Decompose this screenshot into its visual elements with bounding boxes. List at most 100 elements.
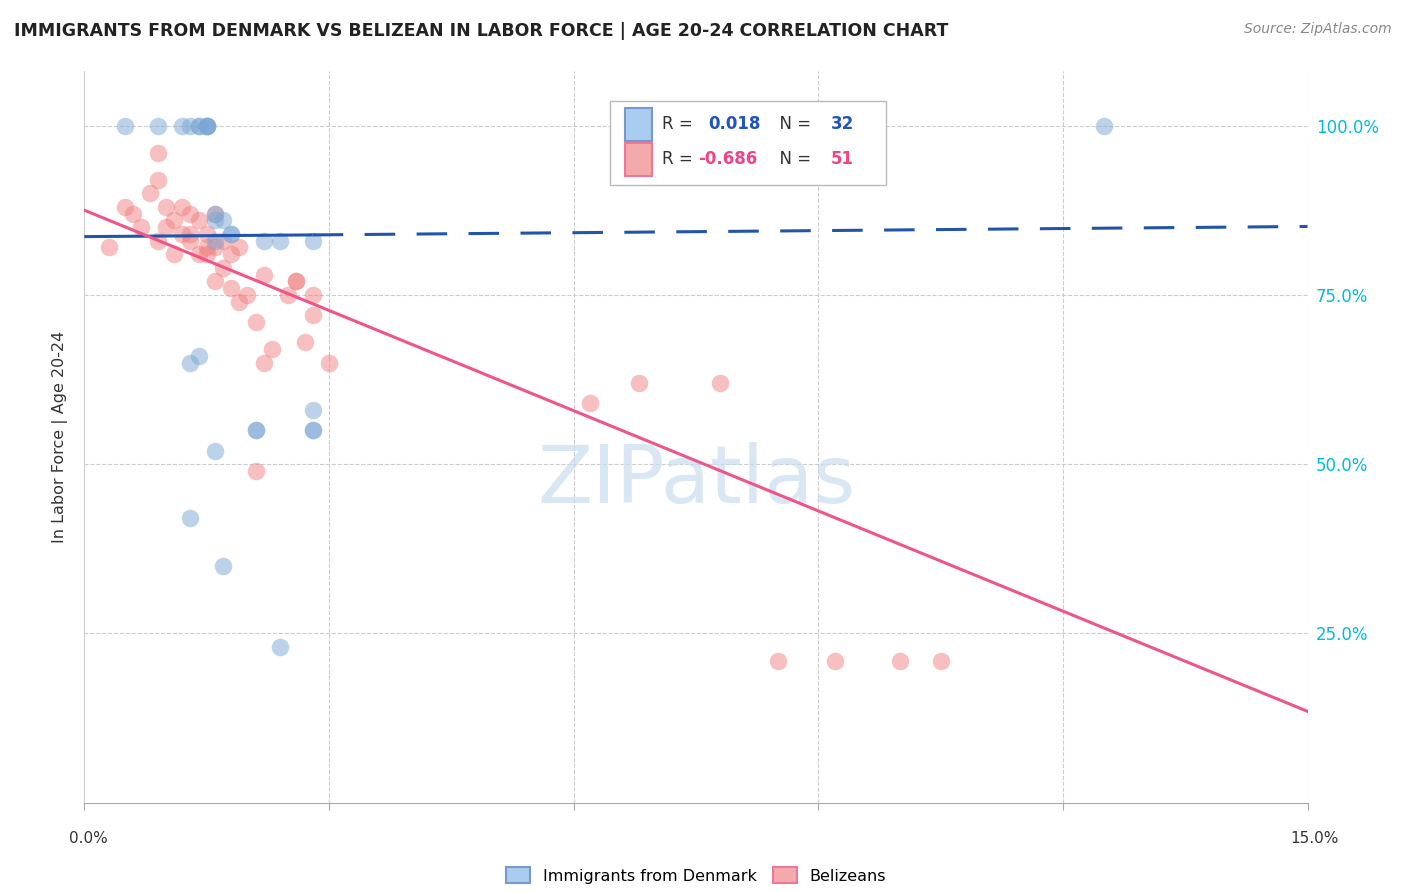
Point [172, 227, 194, 241]
Point [212, 234, 235, 248]
Point [294, 335, 316, 350]
Point [253, 234, 276, 248]
Point [245, 464, 267, 478]
Point [807, 119, 830, 133]
Text: R =: R = [662, 115, 697, 134]
Text: N =: N = [769, 115, 817, 134]
Point [179, 119, 201, 133]
Point [253, 268, 276, 282]
Point [212, 558, 235, 573]
Point [285, 274, 308, 288]
Point [195, 119, 218, 133]
Point [579, 396, 602, 410]
Point [219, 281, 242, 295]
Point [219, 227, 242, 241]
Point [301, 234, 323, 248]
Point [179, 234, 201, 248]
FancyBboxPatch shape [626, 108, 652, 141]
Point [212, 213, 235, 227]
Text: ZIPatlas: ZIPatlas [537, 442, 855, 520]
Point [163, 213, 186, 227]
Point [97, 240, 120, 254]
Point [766, 654, 789, 668]
Point [195, 247, 218, 261]
Point [179, 355, 201, 369]
Y-axis label: In Labor Force | Age 20-24: In Labor Force | Age 20-24 [52, 331, 69, 543]
Text: Source: ZipAtlas.com: Source: ZipAtlas.com [1244, 22, 1392, 37]
Point [138, 186, 160, 201]
Point [122, 206, 145, 220]
FancyBboxPatch shape [610, 101, 886, 185]
Point [204, 443, 226, 458]
Point [187, 119, 209, 133]
Point [253, 355, 276, 369]
Point [709, 376, 731, 390]
Point [195, 119, 218, 133]
Point [245, 423, 267, 437]
Point [114, 200, 136, 214]
Point [179, 206, 201, 220]
Point [204, 213, 226, 227]
Point [146, 119, 169, 133]
Point [155, 220, 177, 235]
Point [146, 234, 169, 248]
FancyBboxPatch shape [626, 143, 652, 176]
Point [219, 247, 242, 261]
Point [187, 349, 209, 363]
Point [1092, 119, 1115, 133]
Point [824, 654, 846, 668]
Point [172, 119, 194, 133]
Point [889, 654, 911, 668]
Point [204, 206, 226, 220]
Point [228, 240, 250, 254]
Text: IMMIGRANTS FROM DENMARK VS BELIZEAN IN LABOR FORCE | AGE 20-24 CORRELATION CHART: IMMIGRANTS FROM DENMARK VS BELIZEAN IN L… [14, 22, 949, 40]
Point [212, 260, 235, 275]
Text: 51: 51 [831, 151, 853, 169]
Point [172, 200, 194, 214]
Point [163, 247, 186, 261]
Point [187, 213, 209, 227]
Point [195, 119, 218, 133]
Point [301, 403, 323, 417]
Point [269, 234, 291, 248]
Point [195, 227, 218, 241]
Point [260, 342, 283, 356]
Point [195, 119, 218, 133]
Point [236, 288, 259, 302]
Point [146, 145, 169, 160]
Point [277, 288, 299, 302]
Point [301, 423, 323, 437]
Point [155, 200, 177, 214]
Point [301, 308, 323, 322]
Point [204, 234, 226, 248]
Text: R =: R = [662, 151, 697, 169]
Point [204, 206, 226, 220]
Point [187, 119, 209, 133]
Point [228, 294, 250, 309]
Text: 0.018: 0.018 [709, 115, 761, 134]
Point [204, 240, 226, 254]
Point [146, 172, 169, 186]
Point [179, 227, 201, 241]
Point [179, 511, 201, 525]
Point [318, 355, 340, 369]
Point [269, 640, 291, 654]
Point [301, 423, 323, 437]
Point [114, 119, 136, 133]
Point [131, 220, 153, 235]
Point [219, 227, 242, 241]
Text: 0.0%: 0.0% [69, 831, 108, 846]
Point [187, 247, 209, 261]
Point [301, 288, 323, 302]
Point [204, 274, 226, 288]
Text: 15.0%: 15.0% [1291, 831, 1339, 846]
Point [245, 423, 267, 437]
Point [929, 654, 952, 668]
Text: 32: 32 [831, 115, 853, 134]
Point [195, 240, 218, 254]
Point [285, 274, 308, 288]
Text: N =: N = [769, 151, 817, 169]
Text: -0.686: -0.686 [699, 151, 758, 169]
Legend: Immigrants from Denmark, Belizeans: Immigrants from Denmark, Belizeans [499, 861, 893, 890]
Point [627, 376, 650, 390]
